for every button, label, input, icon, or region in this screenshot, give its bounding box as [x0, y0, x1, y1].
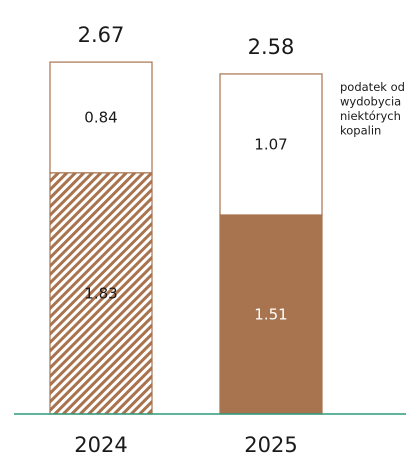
- segment-value-label: 0.84: [84, 108, 117, 126]
- legend-line: wydobycia: [340, 95, 401, 109]
- bar-segment-2024-2: [49, 61, 153, 174]
- legend-label: podatek od wydobycia niektórych kopalin: [340, 80, 409, 138]
- x-tick-label: 2024: [74, 433, 127, 457]
- legend-line: niektórych: [340, 109, 401, 123]
- bar-segment-2024-1: [49, 172, 153, 415]
- bar-segment-2025-2: [219, 73, 323, 216]
- bar-total-label: 2.58: [248, 35, 295, 59]
- legend-line: podatek od: [340, 80, 405, 94]
- bar-total-label: 2.67: [78, 23, 125, 47]
- segment-value-label: 1.83: [84, 284, 117, 302]
- legend-line: kopalin: [340, 124, 381, 138]
- segment-value-label: 1.51: [254, 305, 287, 323]
- labels-group: 1.83 0.84 2.67 2024 1.51 1.07 2.58 2025: [74, 23, 297, 457]
- bars-group: [49, 61, 323, 415]
- segment-value-label: 1.07: [254, 135, 287, 153]
- x-tick-label: 2025: [244, 433, 297, 457]
